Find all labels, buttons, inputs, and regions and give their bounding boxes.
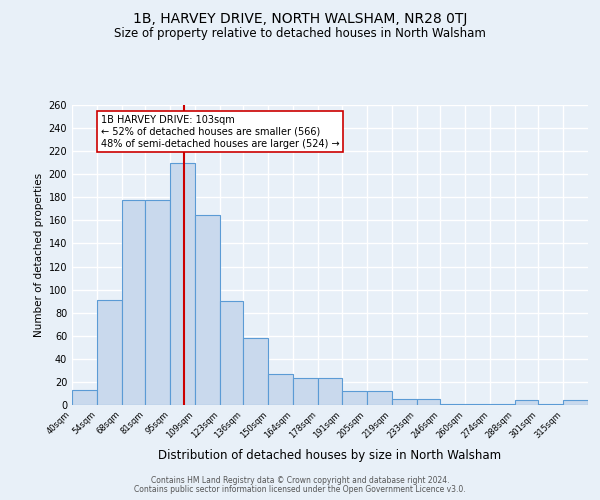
Bar [538, 404, 563, 405]
Bar [440, 404, 465, 405]
Y-axis label: Number of detached properties: Number of detached properties [34, 173, 44, 337]
Bar [490, 404, 515, 405]
Bar [195, 214, 220, 405]
Bar [392, 399, 416, 405]
Bar [367, 391, 392, 405]
Text: Contains public sector information licensed under the Open Government Licence v3: Contains public sector information licen… [134, 485, 466, 494]
Bar [293, 378, 319, 405]
Bar [72, 390, 97, 405]
Bar [220, 301, 244, 405]
Bar [563, 400, 588, 405]
Bar [341, 391, 367, 405]
Text: Contains HM Land Registry data © Crown copyright and database right 2024.: Contains HM Land Registry data © Crown c… [151, 476, 449, 485]
Bar [170, 162, 195, 405]
Bar [416, 399, 440, 405]
Text: 1B HARVEY DRIVE: 103sqm
← 52% of detached houses are smaller (566)
48% of semi-d: 1B HARVEY DRIVE: 103sqm ← 52% of detache… [101, 116, 339, 148]
Bar [465, 404, 490, 405]
Bar [515, 400, 538, 405]
Bar [319, 378, 341, 405]
Text: Size of property relative to detached houses in North Walsham: Size of property relative to detached ho… [114, 28, 486, 40]
Bar [97, 300, 122, 405]
Bar [268, 374, 293, 405]
Bar [244, 338, 268, 405]
Bar [122, 200, 145, 405]
Bar [145, 200, 170, 405]
Text: 1B, HARVEY DRIVE, NORTH WALSHAM, NR28 0TJ: 1B, HARVEY DRIVE, NORTH WALSHAM, NR28 0T… [133, 12, 467, 26]
X-axis label: Distribution of detached houses by size in North Walsham: Distribution of detached houses by size … [158, 448, 502, 462]
